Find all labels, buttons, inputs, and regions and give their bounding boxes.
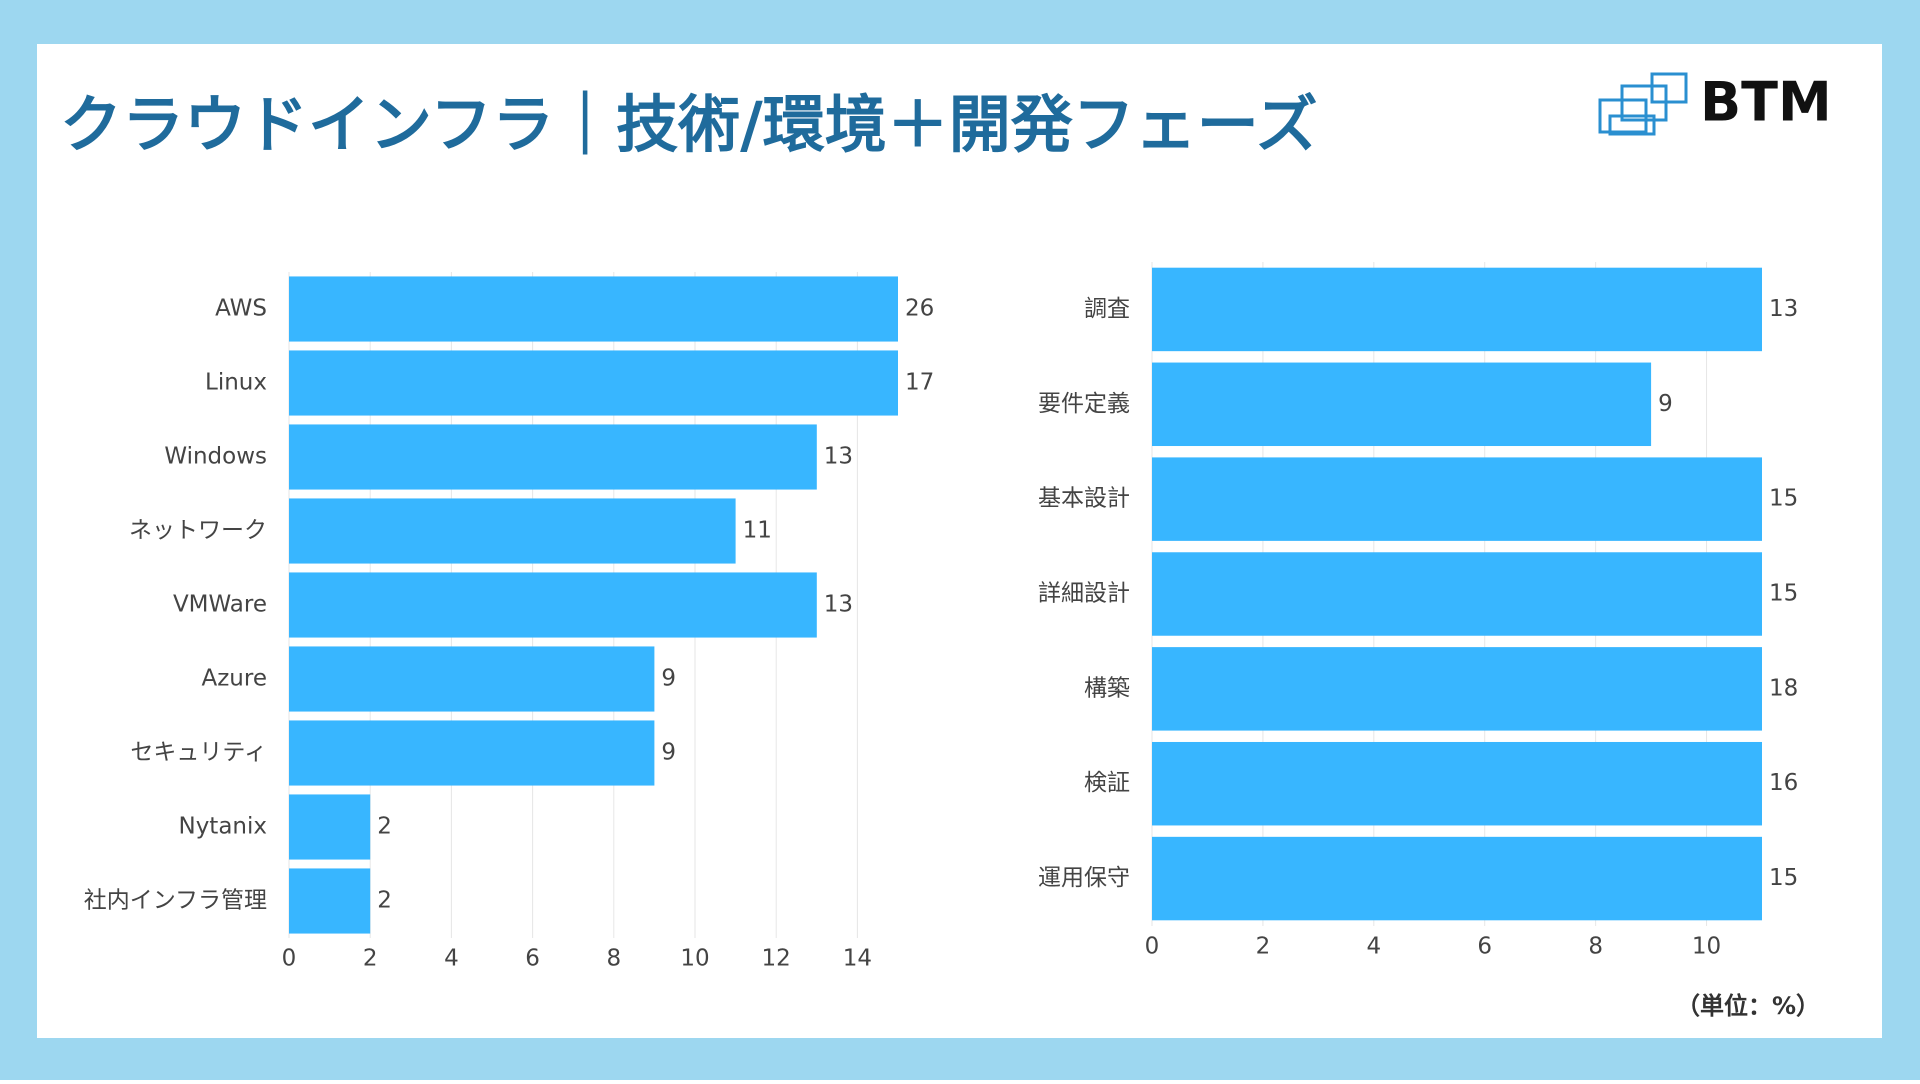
x-tick-label: 12 xyxy=(762,946,791,972)
bar xyxy=(289,572,817,638)
bar xyxy=(1152,741,1762,826)
y-tick-label: 調査 xyxy=(1084,296,1130,322)
value-label: 17 xyxy=(905,370,934,396)
x-tick-label: 10 xyxy=(1692,934,1721,960)
value-label: 11 xyxy=(743,518,772,544)
value-label: 18 xyxy=(1769,675,1798,701)
bar xyxy=(289,794,371,860)
logo-icon xyxy=(1598,72,1688,136)
x-tick-label: 8 xyxy=(606,946,621,972)
y-tick-label: Nytanix xyxy=(178,814,267,840)
bar xyxy=(289,868,371,934)
y-tick-label: Windows xyxy=(164,444,267,470)
y-tick-label: 基本設計 xyxy=(1038,486,1130,512)
page-title: クラウドインフラ｜技術/環境＋開発フェーズ xyxy=(60,88,1318,161)
x-tick-label: 14 xyxy=(843,946,872,972)
value-label: 15 xyxy=(1769,581,1798,607)
value-label: 2 xyxy=(377,814,392,840)
bar xyxy=(289,350,898,416)
y-tick-label: ネットワーク xyxy=(129,518,267,544)
unit-note: （単位：%） xyxy=(1676,992,1820,1020)
bar xyxy=(289,424,817,490)
value-label: 16 xyxy=(1769,770,1798,796)
value-label: 15 xyxy=(1769,865,1798,891)
value-label: 13 xyxy=(824,444,853,470)
bar xyxy=(1152,267,1762,352)
value-label: 26 xyxy=(905,296,934,322)
value-label: 13 xyxy=(1769,296,1798,322)
bar xyxy=(289,276,898,342)
y-tick-label: Linux xyxy=(205,370,267,396)
x-tick-label: 4 xyxy=(444,946,459,972)
y-tick-label: セキュリティ xyxy=(130,740,267,766)
x-tick-label: 2 xyxy=(1256,934,1271,960)
y-tick-label: Azure xyxy=(202,666,268,692)
bar xyxy=(1152,552,1762,636)
x-tick-label: 10 xyxy=(680,946,709,972)
bar xyxy=(289,498,736,564)
y-tick-label: AWS xyxy=(215,296,267,322)
bar xyxy=(289,720,655,786)
bar xyxy=(1152,836,1762,921)
value-label: 13 xyxy=(824,592,853,618)
value-label: 15 xyxy=(1769,486,1798,512)
x-tick-label: 6 xyxy=(1477,934,1492,960)
x-tick-label: 0 xyxy=(282,946,297,972)
logo-text: BTM xyxy=(1700,71,1832,134)
y-tick-label: 検証 xyxy=(1084,770,1130,796)
value-label: 9 xyxy=(661,740,676,766)
y-tick-label: 社内インフラ管理 xyxy=(84,888,267,914)
y-tick-label: 詳細設計 xyxy=(1038,581,1130,607)
x-tick-label: 2 xyxy=(363,946,378,972)
value-label: 2 xyxy=(377,888,392,914)
value-label: 9 xyxy=(661,666,676,692)
y-tick-label: 要件定義 xyxy=(1038,391,1130,417)
x-tick-label: 0 xyxy=(1145,934,1160,960)
x-tick-label: 8 xyxy=(1588,934,1603,960)
bar xyxy=(1152,647,1762,731)
bar xyxy=(289,646,655,712)
bar xyxy=(1152,362,1652,447)
bar xyxy=(1152,457,1762,541)
value-label: 9 xyxy=(1658,391,1673,417)
y-tick-label: VMWare xyxy=(173,592,267,618)
x-tick-label: 6 xyxy=(525,946,540,972)
x-tick-label: 4 xyxy=(1366,934,1381,960)
y-tick-label: 運用保守 xyxy=(1038,865,1130,891)
y-tick-label: 構築 xyxy=(1084,675,1130,701)
